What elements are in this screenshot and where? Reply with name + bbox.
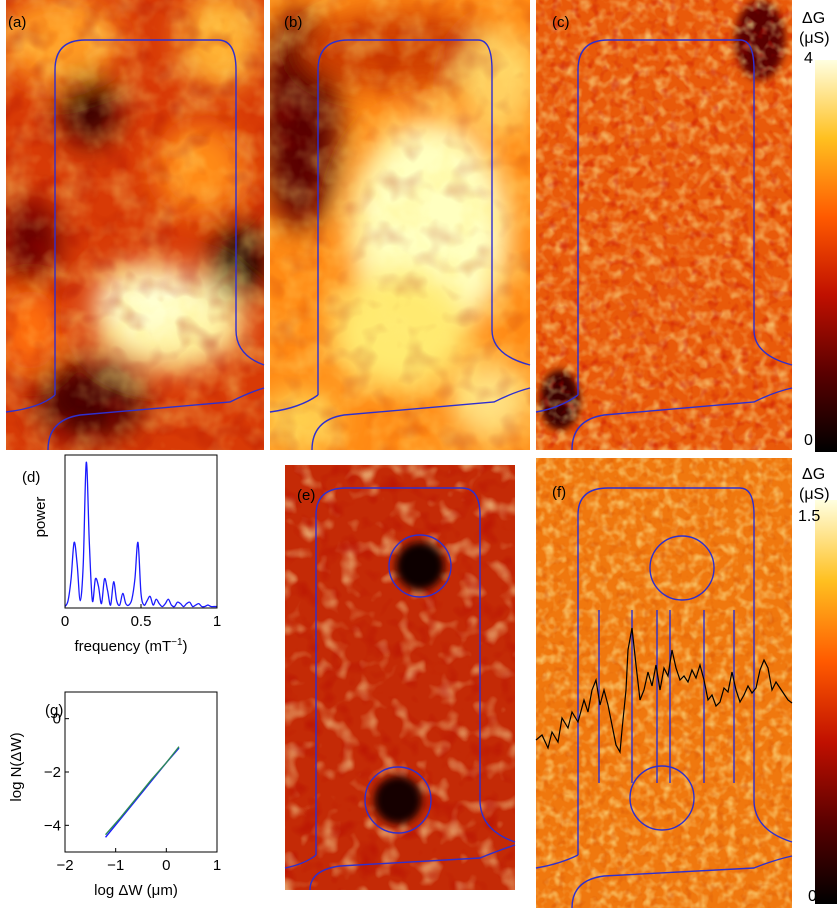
chart-g-ytick-label: 0 [53, 711, 61, 728]
chart-g-ytick-label: −2 [44, 764, 61, 781]
colorbar-top-title-line1: ΔG [802, 10, 826, 27]
panel-f-trace [535, 627, 793, 754]
chart-d-xtick-label: 1 [213, 613, 221, 630]
panel-label-e: (e) [297, 487, 316, 504]
chart-d: 0 0.5 1 frequency (mT−1) power [32, 461, 221, 655]
panel-label-b: (b) [284, 14, 303, 31]
chart-g-xtick-label: 1 [213, 857, 221, 874]
panel-a-heatmap [6, 0, 264, 450]
panel-label-c: (c) [552, 14, 570, 31]
panel-label-d: (d) [22, 469, 41, 486]
chart-g-frame [64, 691, 218, 853]
panel-label-a: (a) [8, 14, 27, 31]
chart-g: −2 −1 0 1 −4 −2 0 log ΔW (μm) log N(ΔW) [8, 711, 221, 899]
panel-b-heatmap [270, 0, 530, 450]
colorbar-bottom-title-line2: (μS) [799, 486, 830, 503]
chart-g-ytick-label: −4 [44, 817, 61, 834]
colorbar-bottom-title-line1: ΔG [802, 466, 826, 483]
chart-d-ylabel: power [32, 497, 49, 538]
colorbar-top [815, 60, 837, 452]
chart-g-xtick-label: −1 [107, 857, 124, 874]
chart-g-xtick-label: 0 [162, 857, 170, 874]
colorbar-top-min: 0 [804, 432, 813, 449]
chart-d-xtick-label: 0.5 [131, 613, 152, 630]
chart-d-xlabel: frequency (mT−1) [74, 637, 187, 655]
chart-g-ylabel: log N(ΔW) [8, 732, 25, 801]
chart-g-xtick-label: −2 [56, 857, 73, 874]
chart-g-series-line [105, 746, 180, 836]
colorbar-bottom-max: 1.5 [798, 508, 821, 525]
chart-d-xtick-label: 0 [61, 613, 69, 630]
panel-e-heatmap [285, 465, 515, 890]
panel-label-g: (g) [45, 702, 64, 719]
chart-d-frame [64, 454, 218, 609]
colorbar-bottom-min: 0 [808, 888, 817, 905]
chart-g-xlabel: log ΔW (μm) [94, 882, 178, 899]
chart-d-series-line [64, 461, 217, 608]
panel-label-f: (f) [552, 484, 567, 501]
colorbar-bottom [815, 500, 837, 904]
colorbar-top-max: 4 [804, 50, 813, 67]
colorbar-top-title-line2: (μS) [799, 30, 830, 47]
